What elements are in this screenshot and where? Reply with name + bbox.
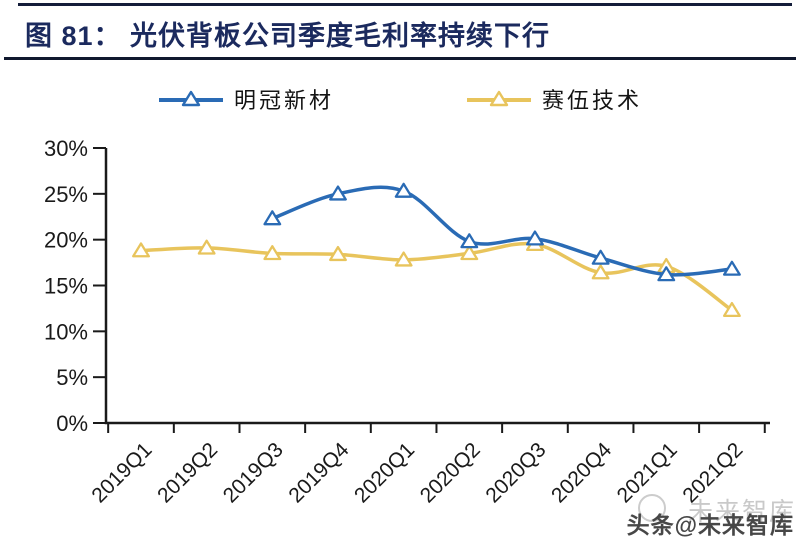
x-tick-label: 2020Q1 — [350, 438, 419, 507]
top-rule — [18, 3, 792, 6]
y-tick-label: 30% — [44, 136, 88, 161]
data-point-marker — [329, 185, 347, 201]
data-point-marker — [591, 249, 610, 265]
data-point-marker — [657, 266, 676, 282]
data-point-marker — [329, 245, 347, 262]
chart-legend: 明冠新材 赛伍技术 — [0, 84, 800, 114]
x-tick-label: 2019Q4 — [284, 438, 353, 507]
data-point-marker — [722, 260, 741, 276]
data-point-marker — [394, 182, 413, 198]
legend-label-saiwu: 赛伍技术 — [542, 88, 643, 113]
x-tick-label: 2020Q2 — [416, 438, 485, 507]
data-point-marker — [132, 242, 150, 258]
x-tick-label: 2020Q3 — [481, 438, 550, 507]
series-line-明冠新材 — [270, 185, 734, 277]
data-point-marker — [526, 230, 544, 246]
series-line-赛伍技术 — [139, 241, 734, 312]
data-point-marker — [591, 264, 610, 280]
watermark-logo-circle-icon — [638, 494, 666, 522]
yellow-series-marker-icon — [467, 90, 531, 107]
data-point-marker — [460, 245, 479, 261]
y-tick-label: 0% — [56, 411, 88, 436]
data-point-marker — [197, 239, 216, 255]
blue-series-marker-icon — [158, 90, 223, 107]
legend-label-mingguan: 明冠新材 — [233, 88, 334, 113]
y-tick-label: 5% — [56, 365, 88, 390]
data-point-marker — [460, 233, 479, 249]
data-point-marker — [263, 245, 282, 261]
data-point-marker — [394, 251, 413, 267]
watermark-main-text: 头条@未来智库 — [626, 512, 794, 538]
y-tick-label: 20% — [44, 228, 88, 253]
x-tick-label: 2019Q1 — [87, 438, 156, 507]
x-tick-label: 2019Q2 — [153, 438, 222, 507]
x-tick-label: 2019Q3 — [219, 438, 288, 507]
watermark: 未来智库 头条@未来智库 — [596, 494, 796, 540]
legend-item-saiwu: 赛伍技术 — [466, 83, 642, 115]
data-point-marker — [722, 301, 741, 317]
title-underline-rule — [4, 57, 796, 60]
watermark-ghost-text: 未来智库 — [687, 498, 796, 526]
legend-item-mingguan: 明冠新材 — [158, 83, 334, 115]
data-point-marker — [263, 210, 282, 226]
figure-title: 图 81： 光伏背板公司季度毛利率持续下行 — [25, 21, 551, 51]
y-tick-label: 15% — [44, 274, 88, 299]
y-tick-label: 10% — [44, 319, 88, 344]
y-tick-label: 25% — [44, 182, 88, 207]
